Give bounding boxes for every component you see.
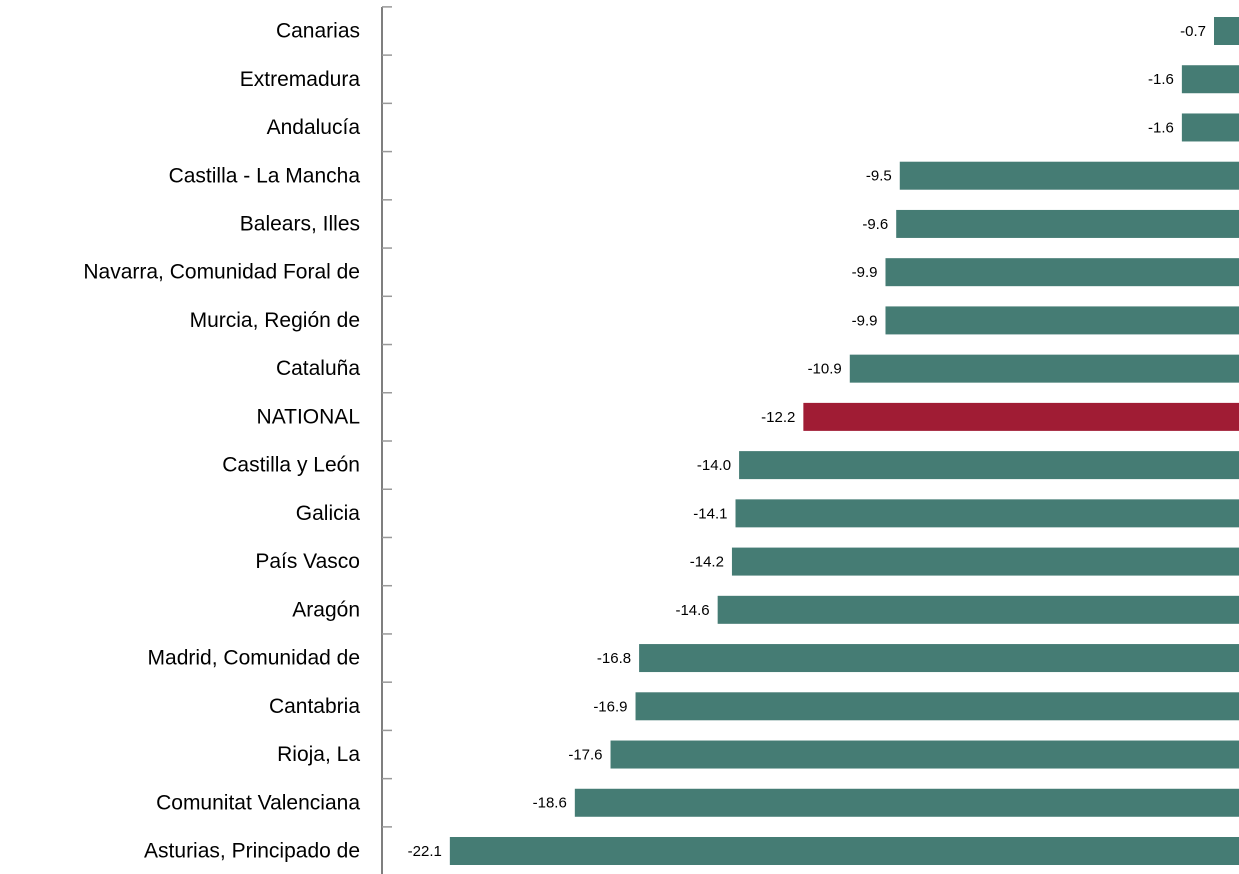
category-label: Extremadura <box>240 68 361 91</box>
bar <box>717 595 1239 624</box>
bar <box>849 354 1239 383</box>
value-label: -14.1 <box>693 505 727 522</box>
bar <box>896 209 1239 238</box>
category-label: País Vasco <box>255 550 360 573</box>
value-label: -12.2 <box>761 409 795 426</box>
category-label: Navarra, Comunidad Foral de <box>83 261 360 284</box>
category-label: Galicia <box>296 502 361 525</box>
value-label: -9.9 <box>852 264 878 281</box>
bar <box>885 306 1239 335</box>
category-label: Castilla y León <box>222 454 360 477</box>
bar <box>739 451 1239 480</box>
bar <box>731 547 1239 576</box>
category-label: Cataluña <box>276 357 360 380</box>
value-label: -14.6 <box>675 602 709 619</box>
value-label: -22.1 <box>408 843 442 860</box>
value-label: -0.7 <box>1180 23 1206 40</box>
bar <box>610 740 1239 769</box>
value-label: -1.6 <box>1148 71 1174 88</box>
value-label: -16.8 <box>597 650 631 667</box>
value-label: -16.9 <box>593 698 627 715</box>
category-label: Comunitat Valenciana <box>156 791 360 814</box>
value-label: -9.6 <box>862 216 888 233</box>
bar <box>885 258 1239 287</box>
bar <box>449 837 1239 865</box>
category-label: NATIONAL <box>257 405 360 428</box>
category-label: Murcia, Región de <box>190 309 360 332</box>
category-label: Balears, Illes <box>240 212 360 235</box>
value-label: -10.9 <box>808 361 842 378</box>
bar <box>574 788 1239 817</box>
category-label: Madrid, Comunidad de <box>148 647 360 670</box>
bar <box>899 161 1239 190</box>
category-label: Aragón <box>292 598 360 621</box>
bar <box>803 402 1239 431</box>
bar <box>635 692 1239 721</box>
bar <box>735 499 1239 528</box>
value-label: -1.6 <box>1148 119 1174 136</box>
category-label: Cantabria <box>269 695 360 718</box>
bar <box>1214 17 1239 45</box>
bar <box>1181 113 1239 142</box>
bar <box>1181 65 1239 94</box>
value-label: -17.6 <box>568 746 602 763</box>
value-label: -14.0 <box>697 457 731 474</box>
value-label: -18.6 <box>533 795 567 812</box>
category-label: Canarias <box>276 20 360 43</box>
value-label: -9.5 <box>866 168 892 185</box>
category-label: Asturias, Principado de <box>144 840 360 863</box>
category-label: Castilla - La Mancha <box>169 164 361 187</box>
value-label: -9.9 <box>852 312 878 329</box>
value-label: -14.2 <box>690 554 724 571</box>
category-label: Rioja, La <box>277 743 360 766</box>
category-label: Andalucía <box>267 116 361 139</box>
bar <box>639 644 1239 673</box>
